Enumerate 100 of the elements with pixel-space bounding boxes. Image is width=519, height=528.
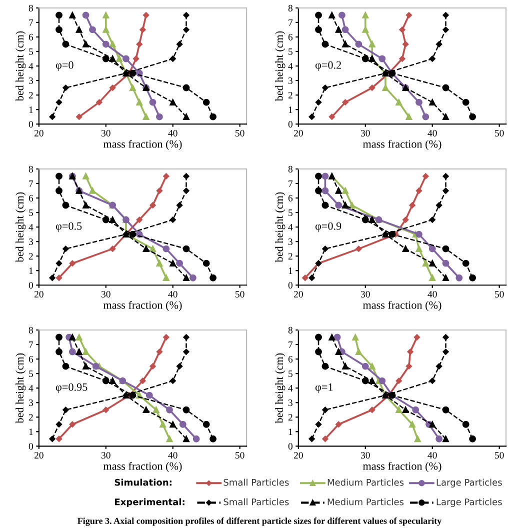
- y-tick-label: 5: [29, 210, 33, 216]
- y-tick-label: 0: [28, 120, 33, 128]
- text: Simulation:: [114, 478, 172, 486]
- x-axis-title: mass fraction (%): [103, 140, 182, 150]
- x-tick-label: 50: [495, 452, 504, 459]
- y-tick-label: 2: [288, 414, 292, 420]
- y-tick-label: 8: [288, 4, 292, 12]
- x-tick-label: 20: [34, 452, 44, 459]
- y-tick-label: 0: [28, 282, 33, 289]
- y-tick-label: 3: [28, 77, 33, 84]
- annotation: φ=0.9: [315, 222, 342, 232]
- y-axis-title: bed height (cm): [275, 31, 286, 102]
- y-tick-label: 0: [28, 443, 33, 450]
- y-tick-label: 1: [288, 106, 292, 113]
- y-tick-label: 6: [288, 194, 293, 202]
- y-tick-label: 3: [288, 400, 292, 406]
- x-axis-title: mass fraction (%): [103, 300, 182, 312]
- y-tick-label: 4: [288, 385, 293, 392]
- x-tick-label: 30: [360, 130, 370, 136]
- y-tick-label: 8: [288, 166, 292, 172]
- legend-label: Medium Particles: [328, 498, 404, 506]
- x-tick-label: 50: [495, 130, 504, 136]
- y-tick-label: 6: [28, 356, 34, 363]
- x-tick-label: 20: [294, 130, 303, 136]
- y-tick-label: 3: [28, 400, 33, 406]
- y-tick-label: 2: [28, 92, 33, 98]
- x-tick-label: 50: [236, 290, 244, 298]
- x-axis-title: mass fraction (%): [362, 300, 442, 312]
- y-tick-label: 4: [288, 224, 293, 230]
- y-tick-label: 6: [28, 194, 34, 202]
- y-tick-label: 8: [28, 4, 33, 12]
- y-axis-title: bed height (cm): [16, 31, 26, 102]
- annotation: φ=0.5: [56, 222, 82, 232]
- x-tick-label: 30: [101, 290, 110, 298]
- annotation: φ=0.2: [315, 61, 341, 72]
- y-tick-label: 6: [28, 34, 34, 40]
- y-axis-title: bed height (cm): [16, 192, 26, 262]
- x-axis-title: mass fraction (%): [362, 462, 442, 472]
- legend-label: Medium Particles: [328, 478, 404, 486]
- legend-label: Large Particles: [436, 498, 502, 508]
- y-tick-label: 7: [29, 342, 34, 348]
- y-tick-label: 0: [288, 120, 292, 128]
- y-tick-label: 8: [28, 166, 33, 172]
- x-tick-label: 50: [495, 290, 504, 298]
- y-tick-label: 6: [288, 34, 293, 40]
- y-axis-title: bed height (cm): [275, 353, 286, 424]
- y-tick-label: 1: [29, 106, 33, 113]
- x-tick-label: 30: [360, 452, 370, 459]
- y-tick-label: 3: [288, 238, 292, 246]
- y-axis-title: bed height (cm): [16, 353, 26, 424]
- y-tick-label: 2: [28, 414, 33, 420]
- y-axis-title: bed height (cm): [275, 192, 286, 262]
- x-tick-label: 40: [428, 130, 437, 136]
- x-tick-label: 20: [34, 130, 44, 136]
- annotation: φ=1: [315, 383, 333, 394]
- y-tick-label: 2: [288, 92, 292, 98]
- x-tick-label: 30: [360, 290, 370, 298]
- x-tick-label: 40: [168, 452, 178, 459]
- x-tick-label: 30: [101, 130, 110, 136]
- y-tick-label: 3: [28, 238, 33, 246]
- y-tick-label: 5: [288, 48, 292, 55]
- y-tick-label: 5: [29, 48, 33, 55]
- x-tick-label: 40: [428, 452, 437, 459]
- y-tick-label: 2: [28, 253, 33, 260]
- caption: Figure 3. Axial composition profiles of different particle sizes for different values of specularity: [78, 517, 442, 526]
- x-tick-label: 30: [101, 452, 110, 459]
- y-tick-label: 0: [288, 282, 292, 289]
- y-tick-label: 1: [29, 428, 33, 436]
- y-tick-label: 7: [288, 342, 293, 348]
- y-tick-label: 4: [28, 62, 34, 70]
- y-tick-label: 2: [288, 253, 292, 260]
- y-tick-label: 7: [288, 19, 293, 26]
- x-axis-title: mass fraction (%): [103, 462, 182, 472]
- y-tick-label: 1: [29, 268, 33, 274]
- y-tick-label: 0: [288, 443, 292, 450]
- y-tick-label: 7: [29, 180, 34, 187]
- y-tick-label: 6: [288, 356, 293, 363]
- legend-label: Large Particles: [436, 478, 502, 488]
- x-tick-label: 20: [34, 290, 44, 298]
- x-tick-label: 20: [294, 452, 303, 459]
- x-tick-label: 50: [236, 452, 244, 459]
- y-tick-label: 4: [28, 224, 34, 230]
- x-tick-label: 40: [168, 290, 178, 298]
- legend-label: Small Particles: [224, 498, 289, 506]
- x-axis-title: mass fraction (%): [362, 140, 442, 150]
- x-tick-label: 20: [294, 290, 303, 298]
- y-tick-label: 4: [288, 62, 293, 70]
- y-tick-label: 7: [288, 180, 293, 187]
- y-tick-label: 7: [29, 19, 34, 26]
- legend-label: Small Particles: [224, 478, 289, 486]
- annotation: φ=0: [56, 61, 74, 72]
- x-tick-label: 40: [168, 130, 178, 136]
- text: Experimental:: [115, 498, 184, 508]
- y-tick-label: 3: [288, 77, 292, 84]
- x-tick-label: 50: [236, 130, 244, 136]
- y-tick-label: 8: [28, 326, 33, 334]
- y-tick-label: 8: [288, 326, 292, 334]
- y-tick-label: 5: [288, 370, 292, 378]
- x-tick-label: 40: [428, 290, 437, 298]
- annotation: φ=0.95: [56, 383, 88, 394]
